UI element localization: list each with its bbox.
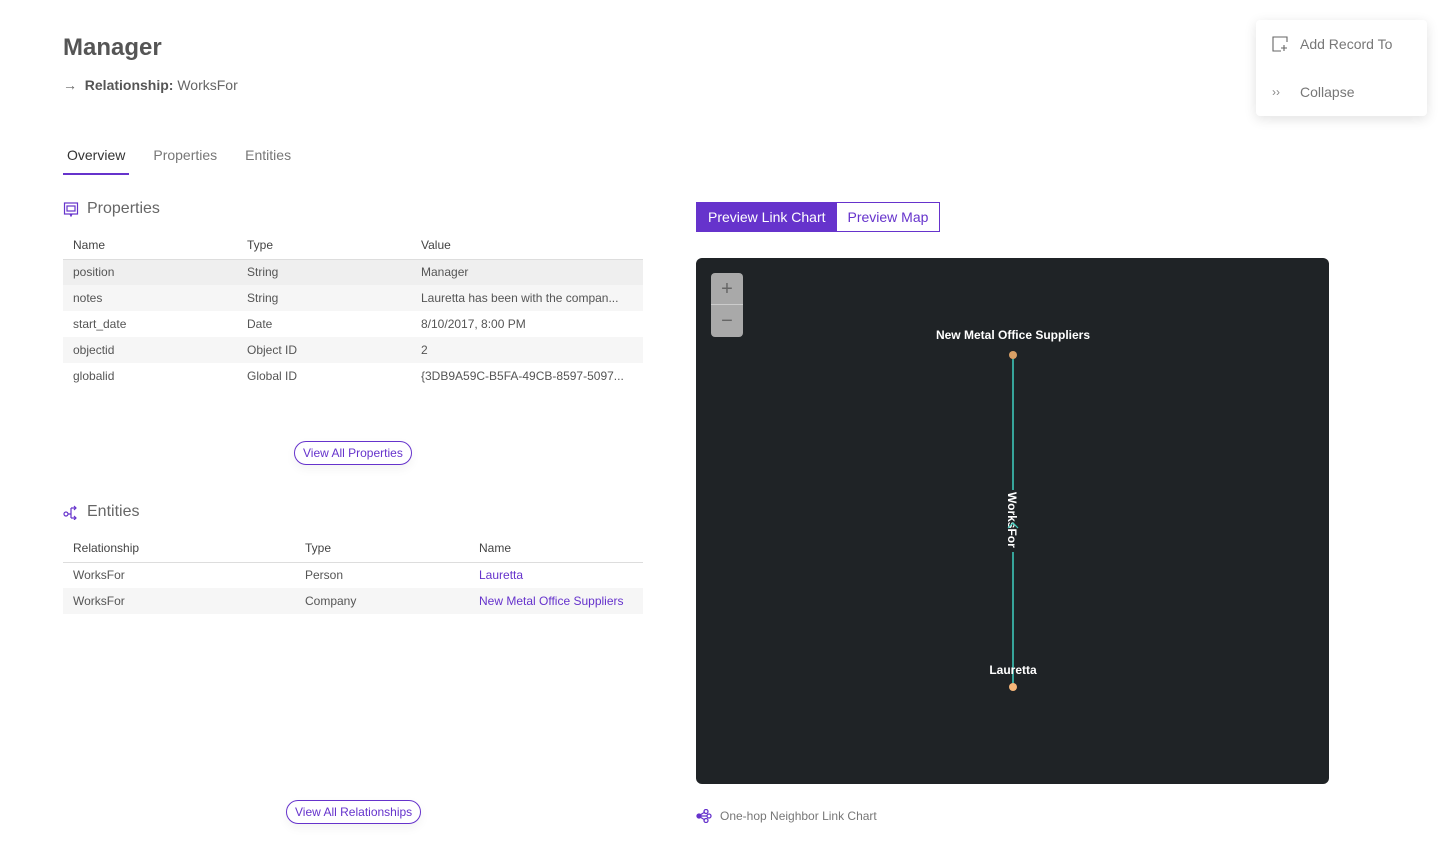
cell: Person	[305, 568, 344, 583]
cell: globalid	[73, 369, 115, 383]
link-chart-caption: One-hop Neighbor Link Chart	[696, 809, 877, 823]
view-all-relationships-button[interactable]: View All Relationships	[286, 800, 422, 824]
entity-link[interactable]: Lauretta	[479, 568, 524, 583]
table-row: WorksFor Person Lauretta	[63, 562, 643, 588]
zoom-out-button[interactable]: −	[721, 310, 733, 332]
edge-arrow-icon	[1007, 522, 1019, 529]
node-bottom[interactable]	[1009, 683, 1017, 691]
cell: 2	[411, 337, 643, 363]
cell: Date	[247, 317, 273, 331]
cell: WorksFor	[73, 568, 125, 583]
col-relationship: Relationship	[63, 534, 295, 563]
collapse-menu-item[interactable]: ›› Collapse	[1256, 68, 1427, 116]
actions-menu: Add Record To ›› Collapse	[1256, 20, 1427, 116]
table-row: notes String Lauretta has been with the co…	[63, 285, 643, 311]
properties-icon	[63, 202, 79, 217]
add-record-label: Add Record To	[1300, 36, 1393, 52]
preview-toggle: Preview Link Chart Preview Map	[696, 202, 941, 232]
preview-map-button[interactable]: Preview Map	[836, 203, 940, 231]
table-row: objectid Object ID 2	[63, 337, 643, 363]
caption-text: One-hop Neighbor Link Chart	[720, 809, 877, 823]
edge-label-bg	[1005, 490, 1021, 552]
col-value: Value	[411, 231, 643, 260]
table-row: globalid Global ID {3DB9A59C-B5FA-49CB-859…	[63, 363, 643, 389]
cell: WorksFor	[63, 588, 295, 614]
cell: Company	[295, 588, 469, 614]
cell: String	[237, 259, 411, 285]
link-chart-icon	[696, 809, 712, 823]
edge-label: WorksFor	[1005, 492, 1019, 548]
cell: Global ID	[247, 369, 298, 383]
cell: notes	[63, 285, 237, 311]
tab-properties[interactable]: Properties	[153, 147, 218, 163]
col-name: Name	[469, 534, 643, 563]
cell: String	[237, 285, 411, 311]
zoom-control: + −	[711, 273, 743, 337]
table-row: position String Manager	[63, 259, 643, 285]
chevrons-right-icon: ››	[1272, 85, 1280, 99]
table-row: WorksFor Company New Metal Office Supplier…	[63, 588, 643, 614]
cell: 8/10/2017, 8:00 PM	[421, 317, 526, 331]
col-name: Name	[63, 231, 237, 260]
col-type: Type	[237, 231, 411, 260]
entities-heading-text: Entities	[87, 503, 140, 520]
tab-bar: Overview Properties Entities	[63, 145, 315, 175]
arrow-right-icon: →	[63, 77, 77, 93]
properties-table: Name Type Value position String Manager note…	[63, 231, 643, 389]
tab-overview[interactable]: Overview	[63, 145, 130, 175]
entity-link[interactable]: New Metal Office Suppliers	[479, 594, 624, 608]
cell: position	[63, 259, 237, 285]
cell: start_date	[73, 317, 127, 331]
cell: objectid	[63, 337, 237, 363]
relationship-label: Relationship:	[84, 77, 174, 93]
entities-heading: Entities	[63, 503, 139, 521]
entities-icon	[63, 505, 77, 520]
add-record-icon	[1272, 36, 1288, 52]
relationship-value: WorksFor	[177, 77, 238, 93]
zoom-in-button[interactable]: +	[711, 273, 743, 305]
cell: Manager	[411, 259, 643, 285]
table-row: start_date Date 8/10/2017, 8:00 PM	[63, 311, 643, 337]
link-chart[interactable]: + − WorksFor New Metal Office Suppliers …	[696, 258, 1329, 784]
properties-heading: Properties	[63, 200, 160, 218]
cell: {3DB9A59C-B5FA-49CB-8597-5097...	[421, 369, 624, 383]
entities-table: Relationship Type Name WorksFor Person Laure…	[63, 534, 643, 614]
relationship-line: → Relationship: WorksFor	[63, 77, 238, 93]
add-record-to-menu-item[interactable]: Add Record To	[1256, 20, 1427, 68]
cell: Lauretta has been with the compan...	[411, 285, 643, 311]
view-all-properties-button[interactable]: View All Properties	[294, 441, 412, 465]
node-top[interactable]	[1009, 351, 1017, 359]
preview-link-chart-button[interactable]: Preview Link Chart	[697, 203, 837, 231]
link-chart-canvas: WorksFor New Metal Office Suppliers Laur…	[936, 328, 1090, 691]
page-title: Manager	[63, 34, 162, 61]
col-type: Type	[295, 534, 469, 563]
tab-entities[interactable]: Entities	[245, 147, 292, 163]
node-label-bottom: Lauretta	[989, 663, 1037, 677]
node-label-top: New Metal Office Suppliers	[936, 328, 1090, 342]
properties-heading-text: Properties	[87, 200, 160, 217]
cell: Object ID	[237, 337, 411, 363]
collapse-label: Collapse	[1300, 84, 1355, 100]
